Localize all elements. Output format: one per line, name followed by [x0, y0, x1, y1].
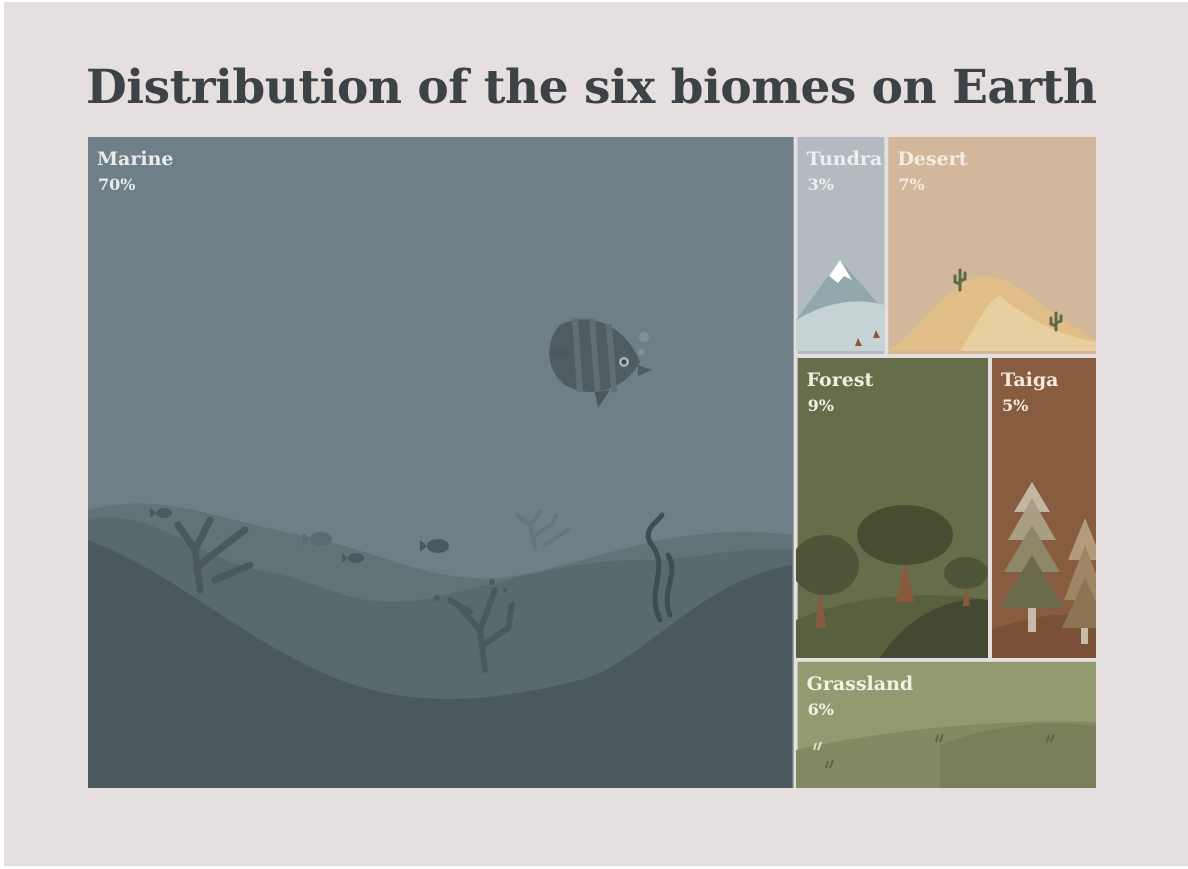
grass-tuft-icon — [813, 741, 822, 751]
coral-icon — [174, 516, 254, 594]
chart-title: Distribution of the six biomes on Earth — [86, 60, 1097, 115]
cactus-icon — [1049, 311, 1063, 332]
tile-label-desert: Desert — [897, 148, 967, 170]
taiga-scenery — [992, 482, 1096, 658]
tile-label-marine: Marine — [97, 148, 173, 170]
tile-value-forest: 9% — [808, 396, 834, 415]
pine-tree-icon — [1062, 518, 1096, 644]
cactus-icon — [953, 268, 967, 292]
coral-icon — [447, 587, 515, 673]
tile-label-taiga: Taiga — [1001, 369, 1058, 391]
fish-icon — [342, 553, 364, 563]
tundra-scenery — [796, 260, 884, 351]
seaweed-icon — [645, 512, 675, 623]
tile-value-taiga: 5% — [1002, 396, 1028, 415]
tile-label-forest: Forest — [807, 369, 874, 391]
tundra-shrub — [855, 330, 880, 346]
tree-icon — [796, 535, 859, 628]
desert-scenery — [888, 268, 1096, 351]
tile-value-marine: 70% — [98, 175, 135, 194]
fish-icon — [150, 508, 172, 518]
tile-value-tundra: 3% — [808, 175, 834, 194]
tile-label-tundra: Tundra — [807, 148, 883, 170]
tile-value-grassland: 6% — [808, 700, 834, 719]
fish-icon — [420, 539, 449, 553]
forest-scenery — [796, 505, 988, 658]
fish-icon — [303, 532, 332, 546]
coral-icon — [515, 510, 570, 550]
tree-icon — [857, 505, 953, 602]
tile-value-desert: 7% — [898, 175, 924, 194]
pine-tree-icon — [1000, 482, 1064, 632]
grassland-scenery — [796, 721, 1096, 788]
marine-scenery — [88, 317, 792, 788]
fish-icon — [548, 317, 652, 408]
tile-label-grassland: Grassland — [807, 673, 914, 695]
tree-icon — [944, 557, 988, 606]
grass-tuft-icon — [825, 733, 1055, 769]
